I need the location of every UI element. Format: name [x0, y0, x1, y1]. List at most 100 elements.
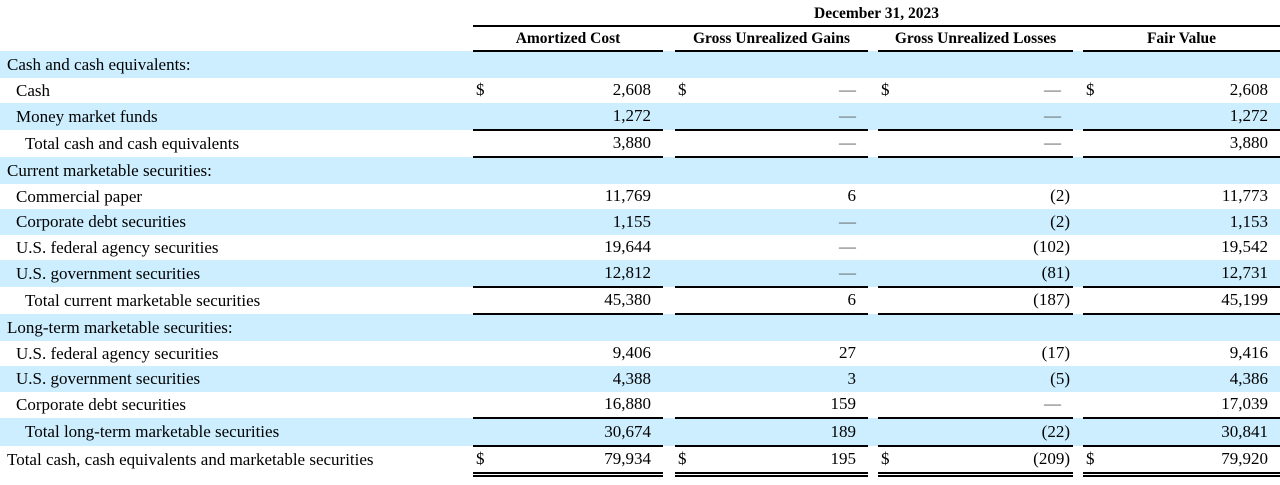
cell-value: (102) — [1033, 237, 1070, 257]
cell-gross-unrealized-losses — [878, 314, 1073, 341]
cell-amortized-cost: 30,674 — [473, 418, 663, 447]
cell-value: 16,880 — [604, 394, 651, 414]
table-row: Corporate debt securities 16,880 159 — 17,03… — [0, 391, 1280, 419]
cell-gross-unrealized-losses — [878, 157, 1073, 184]
cell-amortized-cost: 1,272 — [473, 103, 663, 131]
row-label: Long-term marketable securities: — [0, 314, 473, 341]
cell-value: 19,542 — [1221, 237, 1268, 257]
column-gap — [868, 51, 878, 78]
cell-gross-unrealized-gains — [675, 157, 868, 184]
table-row: Corporate debt securities 1,155 — (2) 1,153 — [0, 209, 1280, 235]
cell-value: — — [1044, 133, 1061, 153]
cell-value: 2,608 — [1229, 80, 1268, 100]
col-header-gross-unrealized-losses: Gross Unrealized Losses — [878, 26, 1073, 52]
column-gap — [663, 314, 675, 341]
section-header-row: Current marketable securities: — [0, 157, 1280, 184]
cell-fair-value: 4,386 — [1083, 366, 1280, 392]
cell-value: 3,880 — [1229, 133, 1268, 153]
cell-gross-unrealized-gains: 189 — [675, 418, 868, 447]
section-header-row: Cash and cash equivalents: — [0, 51, 1280, 78]
cell-gross-unrealized-gains: — — [675, 129, 868, 158]
dollar-sign: $ — [476, 449, 485, 469]
row-label: Corporate debt securities — [0, 209, 473, 235]
cell-gross-unrealized-losses: (2) — [878, 184, 1073, 210]
column-header-row: Amortized Cost Gross Unrealized Gains Gr… — [0, 26, 1280, 52]
dollar-sign: $ — [1086, 449, 1095, 469]
cell-value: — — [839, 237, 856, 257]
column-gap — [663, 78, 675, 104]
column-gap — [1073, 341, 1083, 367]
cell-value: 45,199 — [1221, 290, 1268, 310]
cell-gross-unrealized-losses: $ — — [878, 78, 1073, 104]
cell-value: — — [839, 105, 856, 125]
cell-gross-unrealized-gains: — — [675, 235, 868, 261]
header-blank-cell — [0, 5, 473, 26]
cell-value: (2) — [1050, 186, 1070, 206]
cell-value: — — [1044, 394, 1061, 414]
column-gap — [663, 260, 675, 287]
column-gap — [663, 184, 675, 210]
cell-gross-unrealized-losses: — — [878, 103, 1073, 131]
column-gap — [1073, 418, 1083, 446]
row-label: Cash — [16, 80, 50, 100]
table-row: U.S. government securities 12,812 — (81) 12,… — [0, 260, 1280, 288]
table-body: Cash and cash equivalents: Cash $2,608 $ — $ —… — [0, 51, 1280, 477]
row-label: U.S. government securities — [0, 366, 473, 392]
column-gap — [868, 314, 878, 341]
cell-gross-unrealized-gains — [675, 51, 868, 78]
cell-amortized-cost: 4,388 — [473, 366, 663, 392]
cell-amortized-cost: 16,880 — [473, 391, 663, 419]
cell-gross-unrealized-losses: — — [878, 129, 1073, 158]
table-row: Money market funds 1,272 — — 1,272 — [0, 103, 1280, 131]
row-label: Cash and cash equivalents: — [0, 51, 473, 78]
cell-gross-unrealized-losses: $ (209) — [878, 445, 1073, 477]
table-date-header: December 31, 2023 — [473, 5, 1280, 27]
cell-value: 9,406 — [612, 343, 651, 363]
cell-gross-unrealized-gains: 159 — [675, 391, 868, 419]
date-header-row: December 31, 2023 — [0, 5, 1280, 27]
cell-value: 27 — [839, 343, 856, 363]
row-label: Total cash, cash equivalents and marketa… — [7, 450, 374, 470]
cell-fair-value: 17,039 — [1083, 391, 1280, 419]
cell-fair-value: 19,542 — [1083, 235, 1280, 261]
cell-value: 4,386 — [1229, 368, 1268, 388]
table-row: U.S. federal agency securities 19,644 — (10… — [0, 235, 1280, 261]
cell-fair-value: 12,731 — [1083, 260, 1280, 288]
column-gap — [663, 418, 675, 446]
cell-amortized-cost: 45,380 — [473, 286, 663, 315]
cell-value: 3,880 — [612, 133, 651, 153]
column-gap — [663, 287, 675, 315]
column-gap — [1073, 157, 1083, 184]
row-label: U.S. government securities — [0, 260, 473, 287]
cell-value: 11,773 — [1221, 186, 1268, 206]
cell-value: 1,272 — [612, 105, 651, 125]
col-header-fair-value: Fair Value — [1083, 26, 1280, 52]
cell-amortized-cost — [473, 51, 663, 78]
cell-fair-value: 3,880 — [1083, 129, 1280, 158]
column-gap — [868, 130, 878, 158]
row-label: Corporate debt securities — [16, 395, 186, 414]
column-gap — [1073, 78, 1083, 104]
cell-value: 79,934 — [604, 449, 651, 469]
cell-value: 19,644 — [604, 237, 651, 257]
table-row: Total cash and cash equivalents 3,880 — — 3,… — [0, 129, 1280, 158]
dollar-sign: $ — [678, 449, 687, 469]
dollar-sign: $ — [881, 449, 890, 469]
cell-fair-value — [1083, 51, 1280, 78]
column-gap — [663, 366, 675, 392]
column-gap — [868, 157, 878, 184]
table-row: Total current marketable securities 45,38… — [0, 286, 1280, 315]
cell-value: 30,841 — [1221, 421, 1268, 441]
cell-value: 6 — [847, 186, 857, 206]
column-gap — [663, 209, 675, 235]
dollar-sign: $ — [881, 80, 890, 100]
cell-amortized-cost: $2,608 — [473, 78, 663, 104]
cell-fair-value — [1083, 314, 1280, 341]
cell-value: 1,272 — [1229, 105, 1268, 125]
column-gap — [868, 103, 878, 130]
cell-gross-unrealized-losses: (187) — [878, 286, 1073, 315]
cell-value: 159 — [830, 394, 857, 414]
cell-amortized-cost: 3,880 — [473, 129, 663, 158]
cell-gross-unrealized-losses: (2) — [878, 209, 1073, 235]
cell-fair-value: $79,920 — [1083, 445, 1280, 477]
